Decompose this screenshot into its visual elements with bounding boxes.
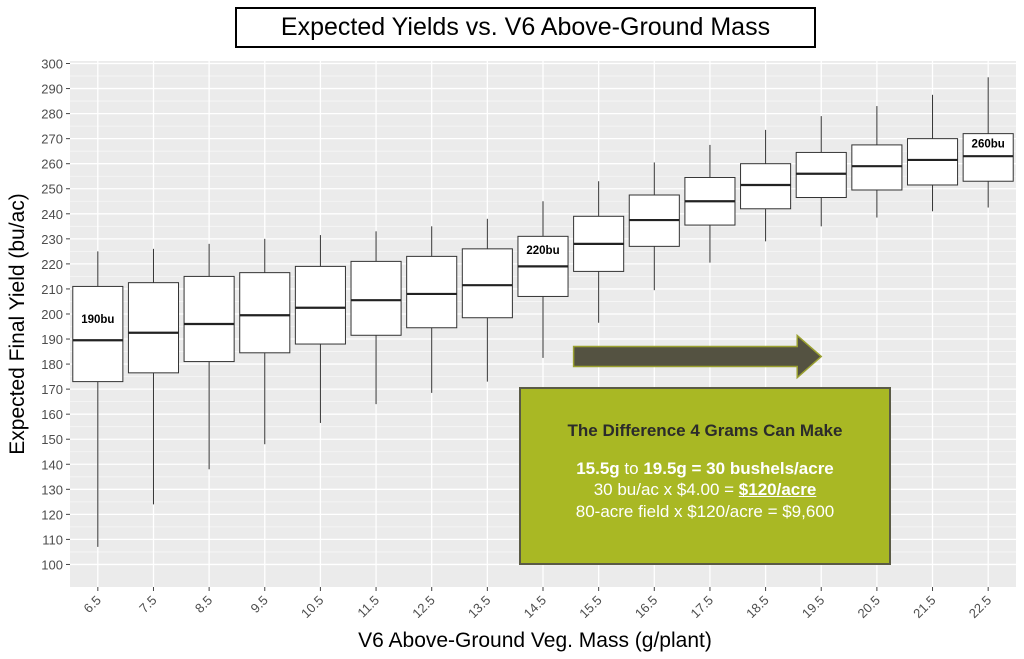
box <box>851 144 903 191</box>
box <box>461 248 513 319</box>
arrow-shape <box>572 333 823 380</box>
x-tick-label: 22.5 <box>966 593 995 622</box>
x-tick-label: 11.5 <box>354 593 382 621</box>
box-annotation: 220bu <box>526 245 559 257</box>
x-tick-label: 15.5 <box>576 593 605 622</box>
y-tick-label: 150 <box>41 432 63 447</box>
info-line-bushels: 15.5g to 19.5g = 30 bushels/acre <box>521 459 889 479</box>
y-tick-label: 200 <box>41 307 63 322</box>
y-tick-label: 140 <box>41 457 63 472</box>
box <box>72 285 124 383</box>
chart-title: Expected Yields vs. V6 Above-Ground Mass <box>235 7 816 48</box>
box-annotation: 190bu <box>81 314 114 326</box>
x-tick-label: 10.5 <box>298 593 327 622</box>
info-line-value: 30 bu/ac x $4.00 = $120/acre <box>521 479 889 501</box>
x-tick-label: 18.5 <box>743 593 772 622</box>
y-tick-label: 110 <box>42 532 63 547</box>
box <box>962 133 1014 182</box>
x-tick-label: 20.5 <box>854 593 883 622</box>
y-tick-label: 220 <box>41 257 63 272</box>
box <box>350 260 402 336</box>
box <box>795 151 847 199</box>
box <box>906 138 959 186</box>
y-tick-label: 280 <box>41 107 63 122</box>
y-tick-label: 130 <box>41 482 63 497</box>
y-tick-label: 210 <box>41 282 63 297</box>
box <box>294 265 346 345</box>
x-tick-label: 8.5 <box>192 593 215 616</box>
x-tick-label: 19.5 <box>799 593 828 622</box>
x-tick-label: 21.5 <box>910 593 939 622</box>
box <box>406 255 458 329</box>
y-tick-label: 240 <box>41 207 63 222</box>
y-tick-label: 290 <box>41 82 63 97</box>
x-tick-label: 12.5 <box>409 593 438 622</box>
x-tick-label: 14.5 <box>521 593 550 622</box>
x-tick-label: 16.5 <box>632 593 661 622</box>
x-tick-label: 7.5 <box>136 593 159 616</box>
y-tick-label: 260 <box>41 157 63 172</box>
info-end-mass: 19.5g <box>643 459 687 478</box>
x-tick-label: 13.5 <box>465 593 494 622</box>
x-tick-label: 6.5 <box>81 593 104 616</box>
y-axis-title: Expected Final Yield (bu/ac) <box>6 193 29 454</box>
info-start-mass: 15.5g <box>576 459 620 478</box>
info-to: to <box>619 459 644 478</box>
info-bushels: = 30 bushels/acre <box>686 459 834 478</box>
info-per-acre: $120/acre <box>738 480 817 499</box>
y-tick-label: 230 <box>41 232 63 247</box>
x-axis-title: V6 Above-Ground Veg. Mass (g/plant) <box>358 629 712 652</box>
box-annotation: 260bu <box>972 139 1005 151</box>
x-tick-label: 17.5 <box>688 593 717 622</box>
y-tick-label: 270 <box>41 132 63 147</box>
y-tick-label: 300 <box>41 57 63 72</box>
info-calc: 30 bu/ac x $4.00 = <box>593 480 739 499</box>
y-tick-label: 180 <box>41 357 63 372</box>
box <box>183 275 235 363</box>
box <box>740 163 792 210</box>
box <box>239 272 291 354</box>
y-tick-label: 100 <box>41 557 63 572</box>
x-tick-label: 9.5 <box>247 593 270 616</box>
y-tick-label: 160 <box>41 407 63 422</box>
box <box>127 282 180 374</box>
info-heading: The Difference 4 Grams Can Make <box>567 421 843 440</box>
y-tick-label: 120 <box>41 507 63 522</box>
y-tick-label: 190 <box>41 332 63 347</box>
y-tick-label: 250 <box>41 182 63 197</box>
info-box: The Difference 4 Grams Can Make 15.5g to… <box>519 387 891 565</box>
info-line-field: 80-acre field x $120/acre = $9,600 <box>575 502 835 521</box>
y-tick-label: 170 <box>41 382 63 397</box>
